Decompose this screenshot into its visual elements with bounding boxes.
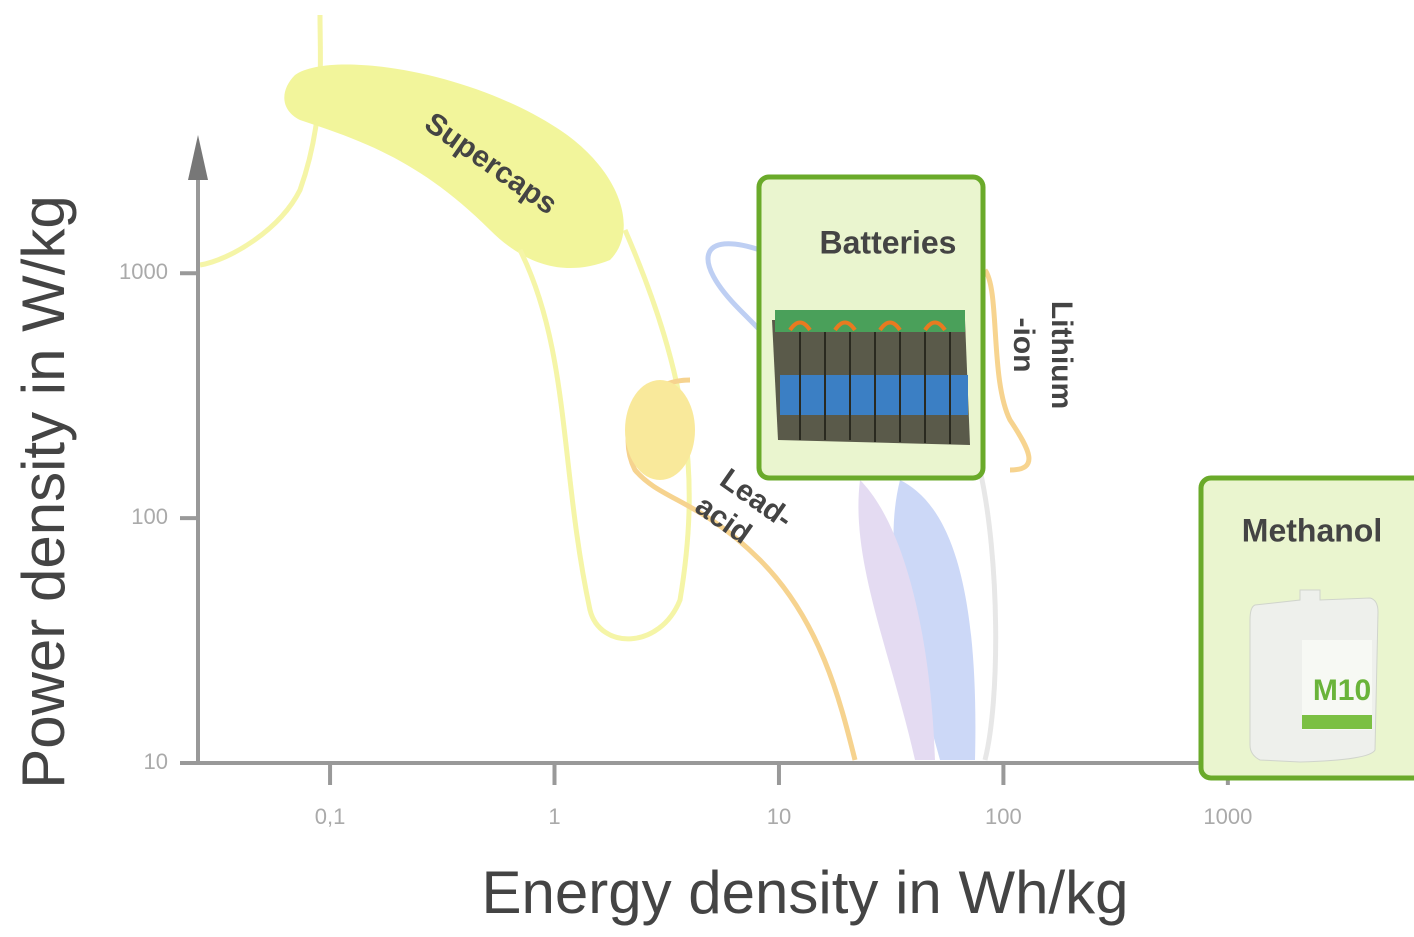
supercaps-body [284,64,623,268]
canister-mark: M10 [1313,674,1371,707]
x-axis-title: Energy density in Wh/kg [482,859,1129,926]
y-axis-title: Power density in W/kg [10,195,77,789]
chart: 0,11101001000101001000 Supercaps Lead- a… [0,0,1414,932]
x-tick-label: 0,1 [315,804,346,829]
canister-image: M10 [1250,590,1378,762]
callout-title: Methanol [1242,512,1382,548]
region-label-line: Lithium [1045,301,1078,409]
region-label: Lithium -ion [1007,301,1078,409]
y-tick-label: 100 [131,504,168,529]
lead-acid-fill [625,380,695,480]
callout-title: Batteries [820,224,957,260]
x-tick-label: 1 [548,804,560,829]
y-tick-label: 10 [144,749,168,774]
x-tick-label: 100 [985,804,1022,829]
y-axis-arrow [188,135,208,180]
supercaps-outline [200,15,320,265]
x-tick-label: 1000 [1203,804,1252,829]
x-tick-label: 10 [767,804,791,829]
region-label-line: -ion [1007,318,1040,373]
grey-band [980,470,996,760]
y-tick-label: 1000 [119,259,168,284]
battery-image [772,310,970,445]
